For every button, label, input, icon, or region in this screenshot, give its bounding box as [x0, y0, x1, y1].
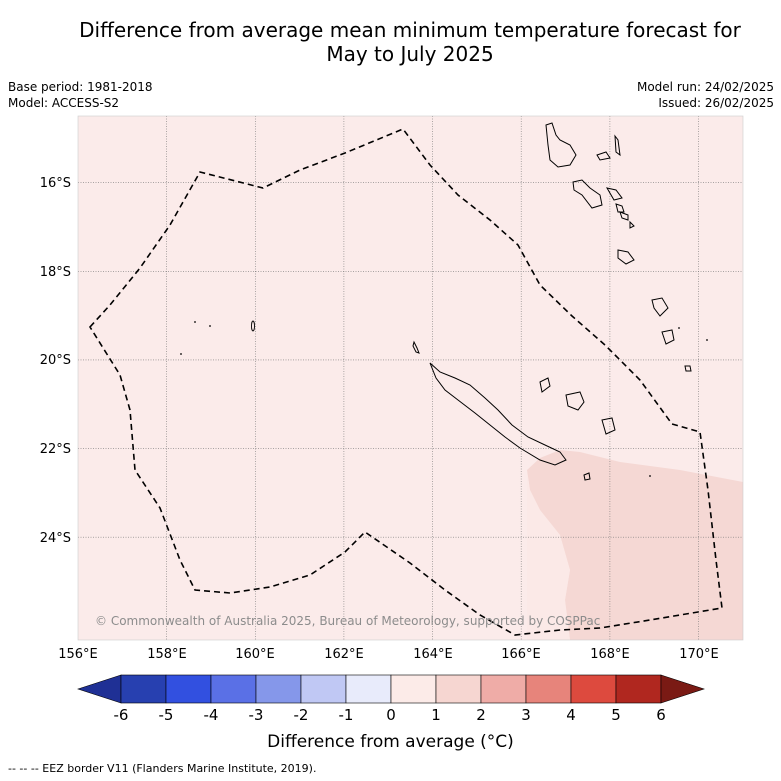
base-period: Base period: 1981-2018	[8, 80, 153, 94]
colorbar-label: 5	[611, 706, 621, 724]
colorbar-cell	[480, 674, 527, 704]
colorbar-label: -1	[339, 706, 354, 724]
colorbar-cell	[345, 674, 392, 704]
lat-label: 24°S	[40, 531, 71, 546]
colorbar-cell	[120, 674, 167, 704]
eez-footnote: -- -- -- EEZ border V11 (Flanders Marine…	[8, 762, 317, 775]
reef-islets	[180, 321, 708, 477]
lat-label: 16°S	[40, 176, 71, 191]
map-frame	[77, 115, 744, 641]
colorbar-label: 3	[521, 706, 531, 724]
title-line-1: Difference from average mean minimum tem…	[79, 18, 741, 42]
colorbar-max-extension	[660, 674, 705, 704]
colorbar-cell	[570, 674, 617, 704]
colorbar-cell	[255, 674, 302, 704]
colorbar-cell	[165, 674, 212, 704]
colorbar-cell	[300, 674, 347, 704]
lon-label: 158°E	[147, 647, 187, 662]
colorbar-label: -2	[294, 706, 309, 724]
model-name: Model: ACCESS-S2	[8, 96, 120, 110]
eez-border	[89, 128, 723, 636]
issued-date: Issued: 26/02/2025	[658, 96, 774, 110]
lon-label: 156°E	[58, 647, 98, 662]
lat-label: 22°S	[40, 442, 71, 457]
light-inner-region	[527, 470, 570, 640]
legend-title: Difference from average (°C)	[267, 732, 514, 752]
lon-label: 160°E	[235, 647, 275, 662]
lon-label: 168°E	[590, 647, 630, 662]
colorbar-cell	[615, 674, 662, 704]
copyright-notice: © Commonwealth of Australia 2025, Bureau…	[95, 614, 601, 628]
new-caledonia-island	[429, 362, 567, 466]
colorbar-label: -5	[159, 706, 174, 724]
chesterfield-reef	[251, 320, 255, 332]
lat-label: 20°S	[40, 353, 71, 368]
colorbar-label: 4	[566, 706, 576, 724]
colorbar-label: 2	[476, 706, 486, 724]
meta-right: Model run: 24/02/2025 Issued: 26/02/2025	[637, 79, 774, 111]
colorbar-label: -6	[114, 706, 129, 724]
lon-label: 162°E	[324, 647, 364, 662]
loyalty-islands	[539, 377, 616, 435]
chart-title: Difference from average mean minimum tem…	[40, 18, 780, 66]
colorbar-label: 1	[431, 706, 441, 724]
belep-islets	[412, 340, 420, 354]
warm-anomaly-region	[527, 450, 743, 640]
colorbar-label: -4	[204, 706, 219, 724]
colorbar-label: 0	[386, 706, 396, 724]
model-run: Model run: 24/02/2025	[636, 80, 774, 94]
lon-label: 164°E	[413, 647, 453, 662]
lon-label: 170°E	[679, 647, 719, 662]
gridlines	[78, 116, 743, 640]
title-line-2: May to July 2025	[326, 42, 494, 66]
colorbar-label: 6	[656, 706, 666, 724]
colorbar-cell	[435, 674, 482, 704]
meta-left: Base period: 1981-2018 Model: ACCESS-S2	[8, 79, 153, 111]
colorbar-cell	[210, 674, 257, 704]
lat-label: 18°S	[40, 265, 71, 280]
isle-of-pines	[583, 472, 591, 481]
colorbar-cell	[525, 674, 572, 704]
colorbar-cell	[390, 674, 437, 704]
colorbar-label: -3	[249, 706, 264, 724]
lon-label: 166°E	[501, 647, 541, 662]
colorbar-min-extension	[77, 674, 122, 704]
colorbar	[77, 674, 705, 704]
vanuatu-islands	[545, 122, 692, 372]
